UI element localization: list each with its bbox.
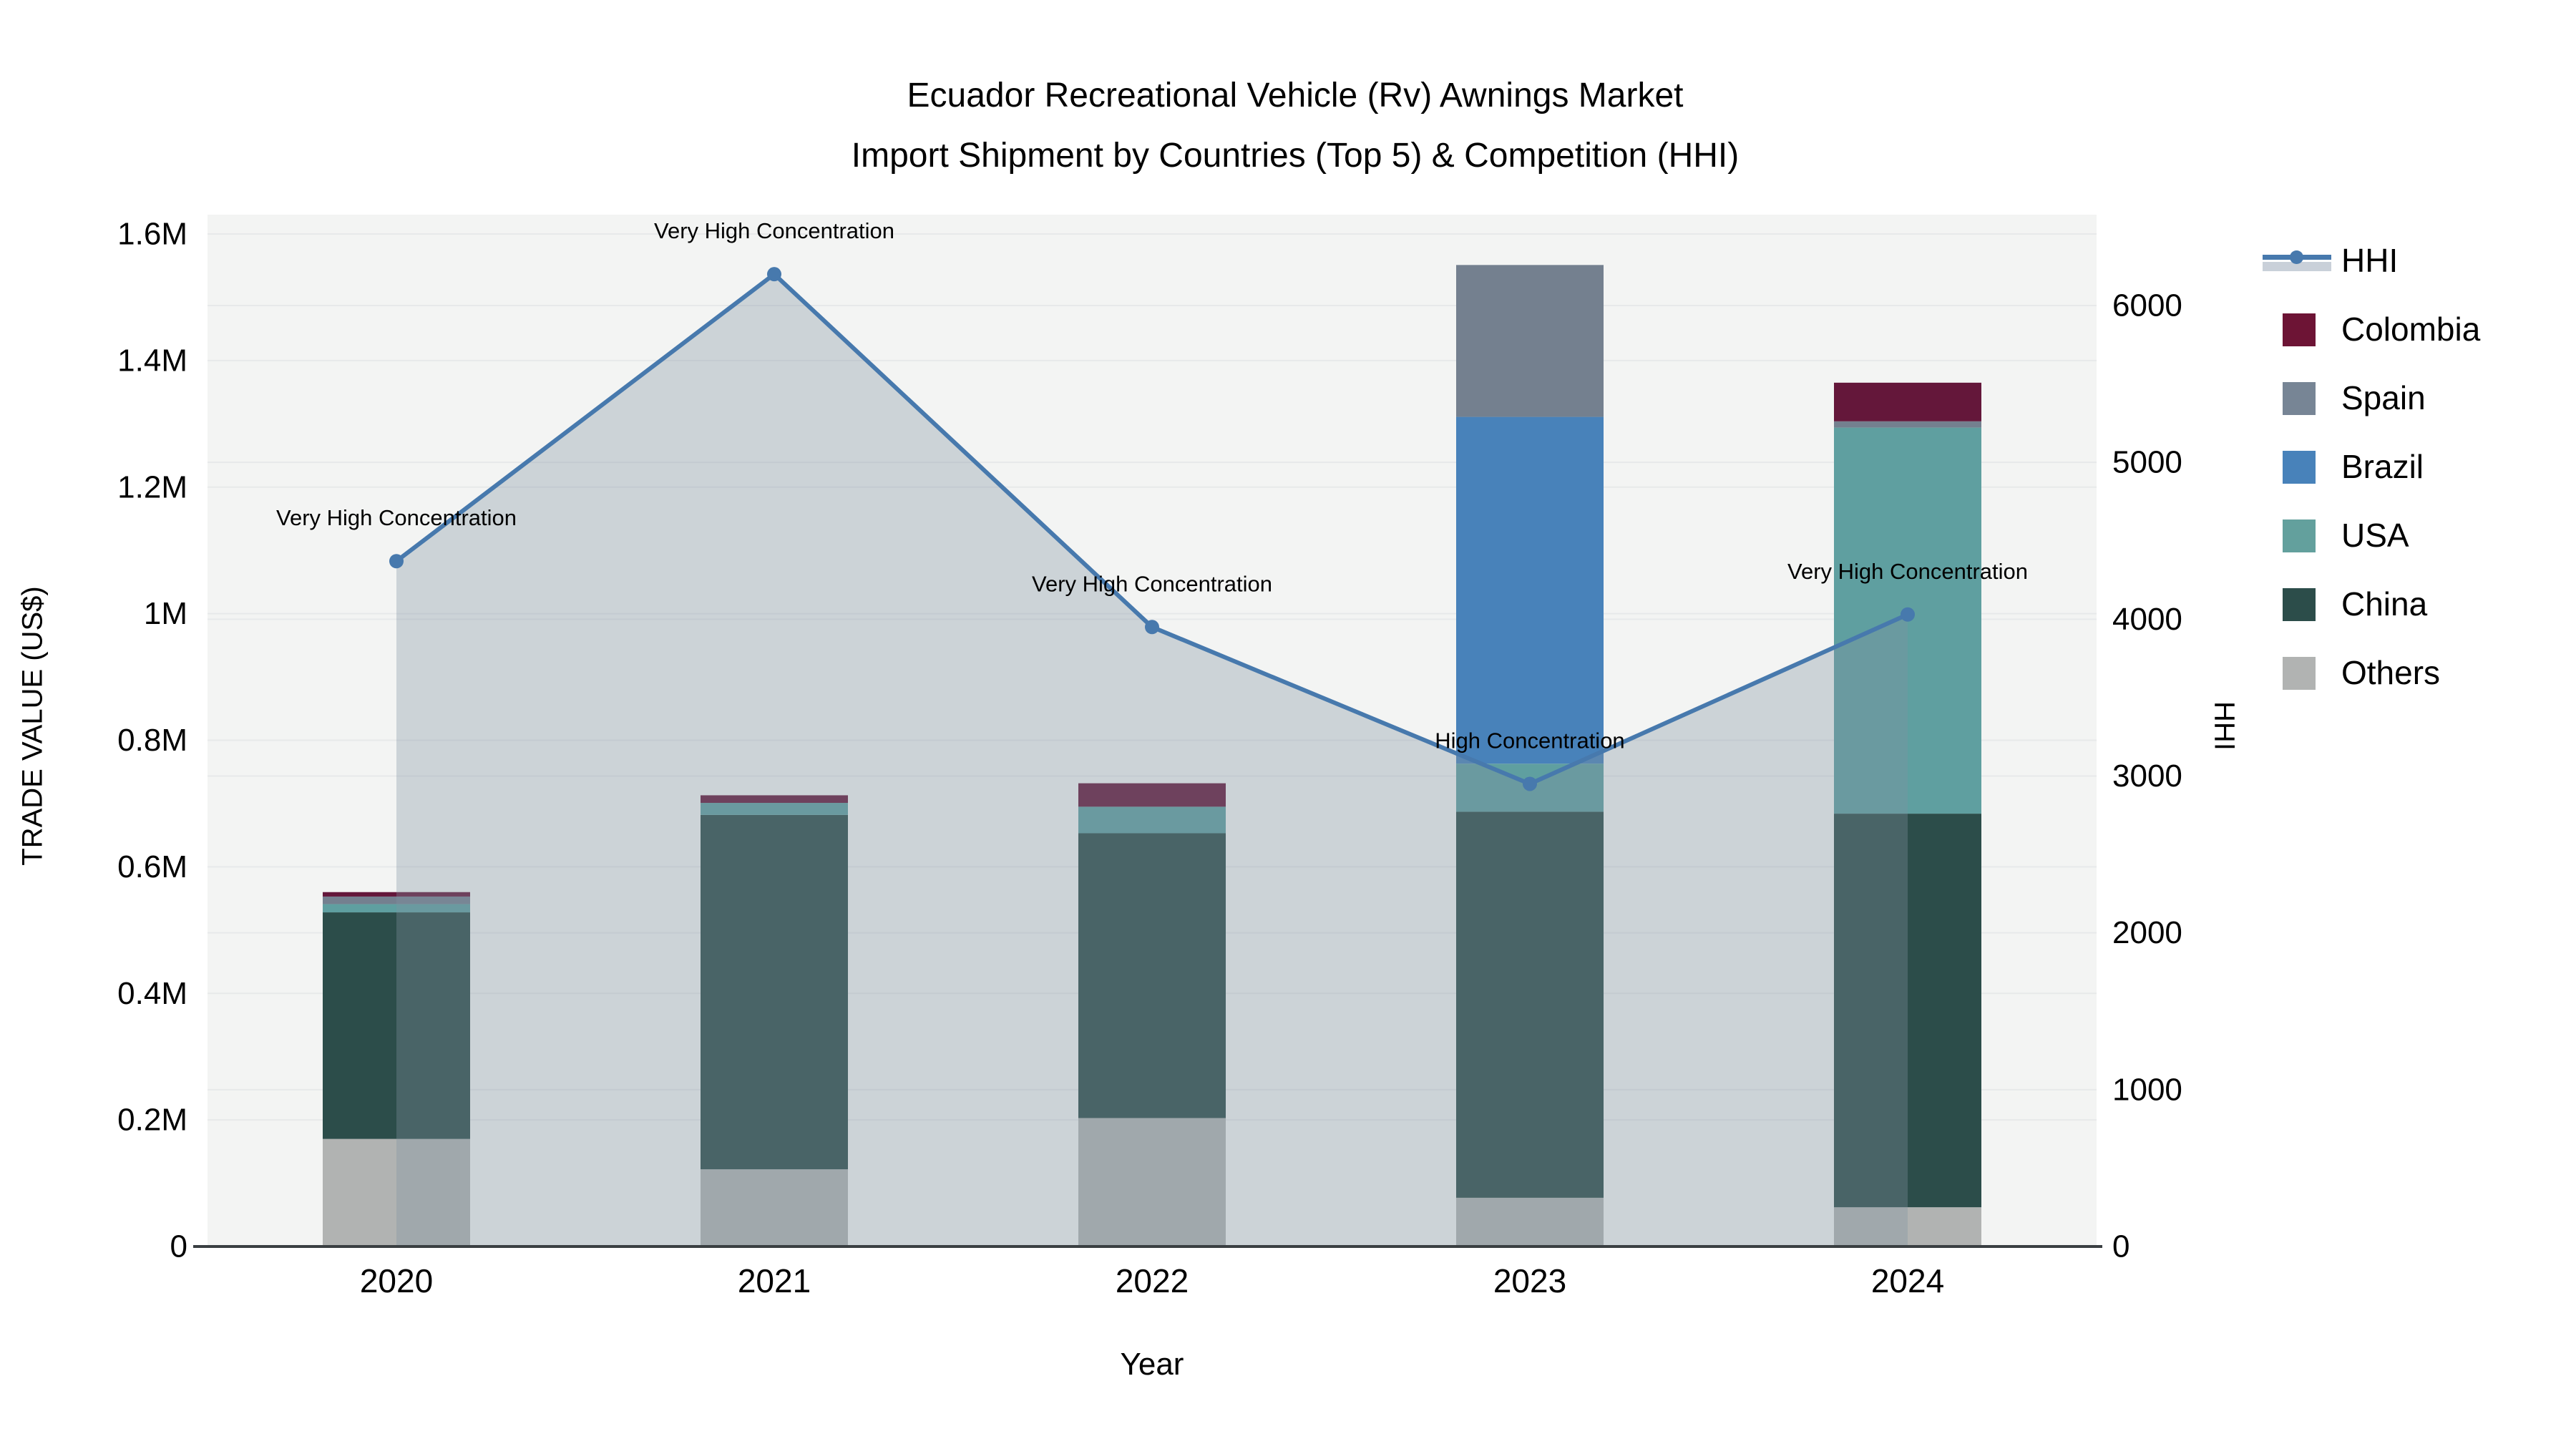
- china-swatch-icon: [2261, 587, 2333, 621]
- hhi-annotation-2022: Very High Concentration: [1032, 571, 1272, 596]
- bar-segment-china-2023[interactable]: [1456, 811, 1604, 1198]
- hhi-annotation-2023: High Concentration: [1435, 728, 1624, 753]
- x-axis-title: Year: [1120, 1347, 1184, 1382]
- bar-segment-china-2024[interactable]: [1834, 814, 1981, 1208]
- legend-label: Others: [2341, 654, 2441, 691]
- legend-label: USA: [2341, 517, 2409, 554]
- bar-segment-colombia-2024[interactable]: [1834, 382, 1981, 421]
- bar-segment-china-2021[interactable]: [701, 814, 848, 1170]
- hhi-marker-2020[interactable]: [389, 554, 404, 569]
- chart-title: Ecuador Recreational Vehicle (Rv) Awning…: [0, 66, 2576, 186]
- x-tick-2024: 2024: [1871, 1262, 1944, 1299]
- right-tick-1000: 1000: [2112, 1072, 2182, 1107]
- bar-segment-usa-2020[interactable]: [323, 904, 470, 913]
- hhi-annotation-2024: Very High Concentration: [1787, 559, 2028, 584]
- bar-segment-colombia-2021[interactable]: [701, 795, 848, 804]
- left-tick-1.4M: 1.4M: [117, 343, 187, 378]
- x-tick-2021: 2021: [738, 1262, 811, 1299]
- legend-label: China: [2341, 585, 2428, 623]
- legend-item-colombia[interactable]: Colombia: [2261, 295, 2576, 364]
- left-tick-0: 0: [170, 1229, 187, 1264]
- left-tick-1M: 1M: [144, 596, 187, 631]
- china-color-swatch: [2283, 588, 2316, 621]
- spain-swatch-icon: [2261, 381, 2333, 415]
- chart-title-line1: Ecuador Recreational Vehicle (Rv) Awning…: [907, 77, 1684, 114]
- legend-label: Colombia: [2341, 311, 2481, 348]
- legend-label: HHI: [2341, 242, 2399, 279]
- bar-segment-spain-2020[interactable]: [323, 896, 470, 904]
- legend-item-usa[interactable]: USA: [2261, 501, 2576, 570]
- colombia-color-swatch: [2283, 313, 2316, 346]
- hhi-marker-icon: [2290, 250, 2303, 264]
- usa-color-swatch: [2283, 519, 2316, 552]
- bar-segment-others-2024[interactable]: [1834, 1207, 1981, 1246]
- usa-swatch-icon: [2261, 519, 2333, 552]
- legend-item-china[interactable]: China: [2261, 570, 2576, 638]
- right-tick-3000: 3000: [2112, 758, 2182, 794]
- chart-title-line2: Import Shipment by Countries (Top 5) & C…: [851, 137, 1740, 175]
- bar-segment-china-2022[interactable]: [1078, 833, 1226, 1118]
- bar-segment-spain-2023[interactable]: [1456, 265, 1604, 417]
- bar-segment-others-2023[interactable]: [1456, 1197, 1604, 1246]
- legend-item-hhi[interactable]: HHI: [2261, 226, 2576, 295]
- hhi-fill-band-icon: [2263, 262, 2331, 271]
- others-swatch-icon: [2261, 656, 2333, 690]
- right-tick-6000: 6000: [2112, 288, 2182, 323]
- legend-item-spain[interactable]: Spain: [2261, 364, 2576, 432]
- hhi-annotation-2020: Very High Concentration: [276, 505, 517, 530]
- left-tick-0.6M: 0.6M: [117, 849, 187, 884]
- bar-segment-usa-2022[interactable]: [1078, 806, 1226, 834]
- hhi-annotation-2021: Very High Concentration: [654, 218, 894, 243]
- left-tick-0.4M: 0.4M: [117, 976, 187, 1011]
- legend: HHI Colombia Spain Brazil USA China Others: [2261, 226, 2576, 707]
- spain-color-swatch: [2283, 382, 2316, 415]
- right-tick-0: 0: [2112, 1229, 2129, 1264]
- bar-segment-colombia-2022[interactable]: [1078, 783, 1226, 807]
- right-tick-5000: 5000: [2112, 445, 2182, 480]
- left-tick-0.8M: 0.8M: [117, 723, 187, 758]
- others-color-swatch: [2283, 657, 2316, 690]
- hhi-marker-2022[interactable]: [1145, 620, 1159, 635]
- legend-label: Brazil: [2341, 448, 2424, 485]
- hhi-marker-2023[interactable]: [1523, 776, 1537, 791]
- left-tick-1.6M: 1.6M: [117, 217, 187, 252]
- left-tick-0.2M: 0.2M: [117, 1103, 187, 1138]
- hhi-area-fill: [396, 274, 1908, 1247]
- colombia-swatch-icon: [2261, 313, 2333, 346]
- hhi-marker-2021[interactable]: [767, 267, 781, 282]
- right-tick-4000: 4000: [2112, 602, 2182, 637]
- right-tick-2000: 2000: [2112, 915, 2182, 950]
- bar-segment-colombia-2020[interactable]: [323, 892, 470, 897]
- legend-item-others[interactable]: Others: [2261, 638, 2576, 707]
- hhi-marker-2024[interactable]: [1901, 607, 1915, 622]
- hhi-line-icon: [2261, 244, 2333, 277]
- bar-segment-others-2022[interactable]: [1078, 1118, 1226, 1246]
- legend-item-brazil[interactable]: Brazil: [2261, 432, 2576, 501]
- legend-label: Spain: [2341, 379, 2426, 416]
- bar-segment-others-2020[interactable]: [323, 1138, 470, 1246]
- bar-segment-spain-2024[interactable]: [1834, 421, 1981, 428]
- x-tick-2022: 2022: [1116, 1262, 1189, 1299]
- brazil-color-swatch: [2283, 451, 2316, 484]
- bar-segment-china-2020[interactable]: [323, 912, 470, 1139]
- x-tick-2023: 2023: [1493, 1262, 1566, 1299]
- bar-segment-usa-2021[interactable]: [701, 803, 848, 815]
- left-tick-1.2M: 1.2M: [117, 469, 187, 504]
- bar-segment-brazil-2023[interactable]: [1456, 416, 1604, 764]
- brazil-swatch-icon: [2261, 450, 2333, 484]
- x-tick-2020: 2020: [360, 1262, 433, 1299]
- bar-segment-others-2021[interactable]: [701, 1169, 848, 1246]
